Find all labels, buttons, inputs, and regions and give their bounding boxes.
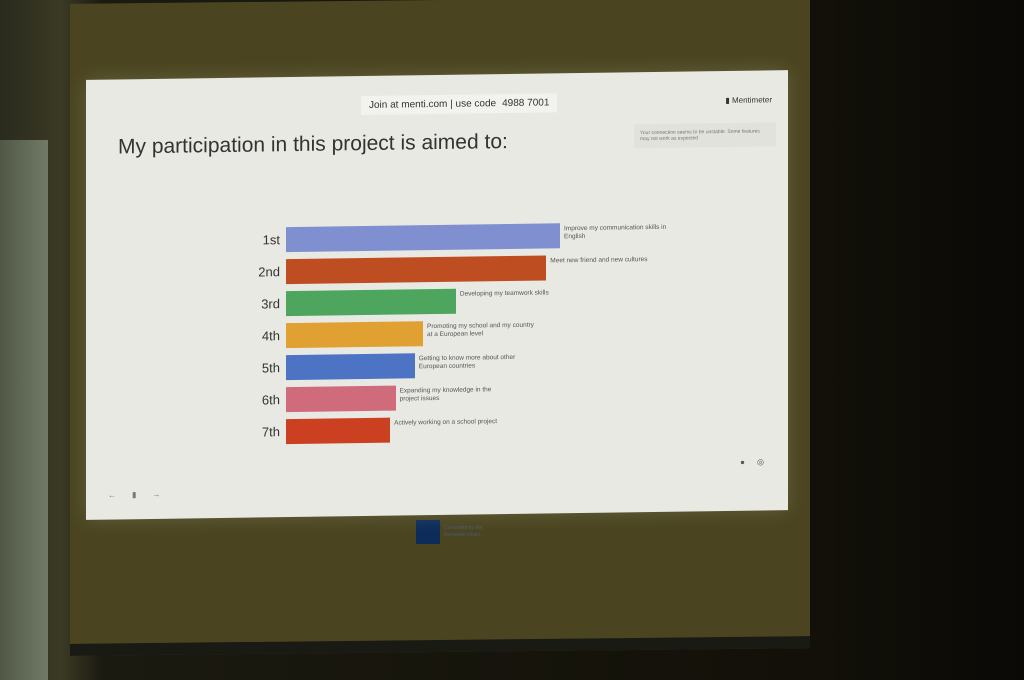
bar-6th xyxy=(286,385,396,413)
join-banner: Join at menti.com | use code 4988 7001 xyxy=(361,93,558,116)
bar-label: Improve my communication skills in Engli… xyxy=(564,223,667,241)
arrow-right-icon[interactable]: → xyxy=(152,489,177,499)
bar-label: Actively working on a school project xyxy=(394,418,498,427)
comment-icon[interactable]: ◎ xyxy=(757,457,776,467)
bar-label: Meet new friend and new cultures xyxy=(550,256,648,265)
info-icon[interactable]: ● xyxy=(740,457,758,467)
bar-4th xyxy=(286,321,423,349)
join-text: Join at menti.com | use code xyxy=(369,98,497,111)
eu-logo: Co-funded by the European Union xyxy=(416,520,504,544)
slide: Join at menti.com | use code 4988 7001 ▮ … xyxy=(86,70,788,520)
rank-label: 1st xyxy=(262,232,280,248)
corner-icons: ●◎ xyxy=(740,457,776,467)
bar-5th xyxy=(286,353,415,381)
rank-label: 2nd xyxy=(258,264,280,280)
chart-title: My participation in this project is aime… xyxy=(118,130,508,159)
bar-7th xyxy=(286,417,391,445)
rank-label: 5th xyxy=(261,360,280,376)
eu-flag-icon xyxy=(416,520,440,544)
menu-icon[interactable]: ▮ xyxy=(132,489,153,500)
bar-1st xyxy=(286,223,560,253)
rank-label: 3rd xyxy=(261,296,280,312)
bar-label: Developing my teamwork skills xyxy=(459,289,549,298)
mentimeter-logo: ▮ Mentimeter xyxy=(725,95,772,105)
join-code: 4988 7001 xyxy=(502,97,550,110)
slide-nav: ←▮→ xyxy=(108,490,176,500)
bar-2nd xyxy=(286,255,547,285)
rank-label: 6th xyxy=(261,392,280,408)
rank-label: 7th xyxy=(261,424,280,440)
bar-3rd xyxy=(286,288,456,317)
rollup-banner xyxy=(0,140,48,680)
bar-label: Expanding my knowledge in the project is… xyxy=(399,386,492,403)
connection-notice: Your connection seems to be unstable. So… xyxy=(634,122,776,149)
brand-text: Mentimeter xyxy=(731,95,772,105)
arrow-left-icon[interactable]: ← xyxy=(108,490,132,500)
eu-text: Co-funded by the European Union xyxy=(444,525,483,538)
rank-label: 4th xyxy=(261,328,280,344)
bar-label: Promoting my school and my country at a … xyxy=(427,321,534,339)
bar-label: Getting to know more about other Europea… xyxy=(418,353,516,371)
